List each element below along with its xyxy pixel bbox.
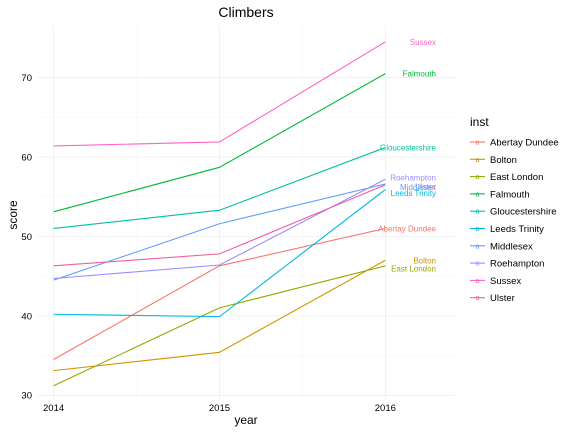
end-label: Falmouth bbox=[403, 70, 436, 79]
legend-label: Sussex bbox=[490, 276, 521, 287]
series-line bbox=[53, 184, 386, 267]
legend-key-glyph: a bbox=[476, 243, 480, 250]
grid-layer bbox=[37, 26, 455, 400]
end-label: Gloucestershire bbox=[380, 143, 437, 152]
legend-label: Leeds Trinity bbox=[490, 224, 544, 235]
legend-key-glyph: a bbox=[476, 278, 480, 285]
series-line bbox=[53, 259, 386, 372]
legend-item: a Ulster bbox=[470, 293, 515, 304]
x-tick-label: 2015 bbox=[209, 403, 230, 414]
legend-label: Middlesex bbox=[490, 241, 533, 252]
legend-label: Falmouth bbox=[490, 189, 530, 200]
legend-key-glyph: a bbox=[476, 295, 480, 302]
legend-item: a Gloucestershire bbox=[470, 207, 557, 218]
legend-key-glyph: a bbox=[476, 261, 480, 268]
legend-item: a Sussex bbox=[470, 276, 521, 287]
end-label: Leeds Trinity bbox=[391, 189, 436, 198]
legend-key-glyph: a bbox=[476, 174, 480, 181]
legend-key-glyph: a bbox=[476, 209, 480, 216]
legend-key-glyph: a bbox=[476, 157, 480, 164]
y-tick-label: 30 bbox=[21, 391, 32, 402]
end-label: Bolton bbox=[413, 256, 436, 265]
legend-item: a Leeds Trinity bbox=[470, 224, 544, 235]
x-tick-label: 2014 bbox=[43, 403, 64, 414]
y-tick-label: 70 bbox=[21, 73, 32, 84]
y-tick-label: 60 bbox=[21, 153, 32, 164]
legend-item: a Falmouth bbox=[470, 189, 530, 200]
legend-label: Ulster bbox=[490, 293, 515, 304]
series-line bbox=[53, 41, 386, 147]
legend-label: Bolton bbox=[490, 155, 517, 166]
series-line bbox=[53, 146, 386, 230]
legend-item: a Roehampton bbox=[470, 259, 544, 270]
end-label: Middlesex bbox=[400, 183, 436, 192]
end-label: Sussex bbox=[410, 38, 436, 47]
end-labels: Sussex Falmouth Gloucestershire RoehamptonU… bbox=[378, 38, 436, 273]
y-axis-ticks: 30 40 50 60 70 bbox=[21, 73, 32, 402]
legend-label: Gloucestershire bbox=[490, 207, 557, 218]
legend-key-glyph: a bbox=[476, 191, 480, 198]
series-line bbox=[53, 189, 386, 318]
x-tick-label: 2016 bbox=[375, 403, 396, 414]
x-axis-ticks: 2014 2015 2016 bbox=[43, 403, 396, 414]
legend-key-glyph: a bbox=[476, 226, 480, 233]
y-tick-label: 50 bbox=[21, 232, 32, 243]
end-label: Abertay Dundee bbox=[378, 224, 436, 233]
series-lines bbox=[53, 41, 386, 387]
legend-item: a Middlesex bbox=[470, 241, 533, 252]
end-label: East London bbox=[391, 264, 436, 273]
x-axis-title: year bbox=[234, 413, 257, 427]
y-tick-label: 40 bbox=[21, 311, 32, 322]
end-label: Roehampton bbox=[390, 173, 436, 182]
legend-key-glyph: a bbox=[476, 140, 480, 147]
legend-label: Abertay Dundee bbox=[490, 138, 559, 149]
legend-item: a Abertay Dundee bbox=[470, 138, 559, 149]
series-line bbox=[53, 227, 386, 360]
chart-title: Climbers bbox=[218, 4, 273, 20]
legend-item: a East London bbox=[470, 172, 543, 183]
end-label: Ulster bbox=[415, 182, 436, 191]
series-line bbox=[53, 73, 386, 213]
legend-items: a Abertay Dundee a Bolton a East London a Falmo… bbox=[470, 138, 559, 304]
y-axis-title: score bbox=[6, 200, 20, 230]
legend-label: Roehampton bbox=[490, 259, 544, 270]
series-line bbox=[53, 265, 386, 387]
legend-item: a Bolton bbox=[470, 155, 517, 166]
legend-label: East London bbox=[490, 172, 543, 183]
legend-title: inst bbox=[470, 115, 489, 129]
